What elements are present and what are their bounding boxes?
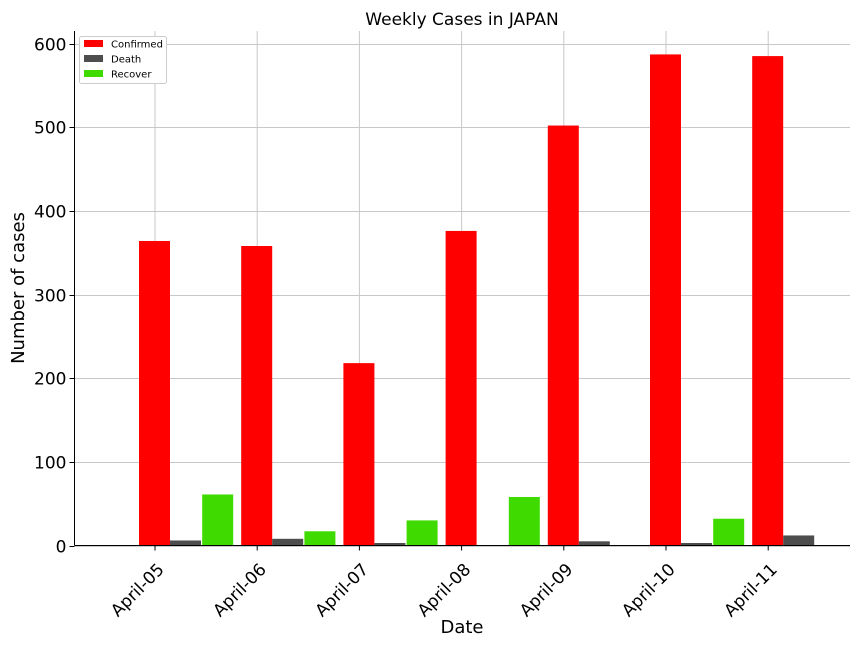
bar-confirmed	[650, 54, 681, 546]
bar-recover	[406, 520, 438, 546]
bar-recover	[508, 496, 540, 546]
x-tick-label: April-06	[209, 560, 270, 621]
bars	[139, 54, 815, 546]
y-tick-label: 200	[34, 370, 66, 390]
x-tick-label: April-05	[107, 560, 168, 621]
bar-confirmed	[343, 363, 375, 546]
x-ticks: April-05 April-06 April-07 April-08 April-09…	[107, 545, 782, 621]
y-tick-label: 400	[34, 203, 66, 223]
bar-death	[170, 540, 201, 546]
legend: Confirmed Death Recover	[79, 36, 167, 84]
legend-swatch-death	[84, 55, 103, 62]
bar-death	[374, 542, 406, 546]
x-axis-label: Date	[440, 617, 483, 638]
bar-confirmed	[139, 240, 170, 546]
x-tick-label: April-10	[618, 560, 679, 621]
chart-title: Weekly Cases in JAPAN	[365, 10, 558, 30]
bar-death	[681, 542, 712, 546]
bar-recover	[304, 531, 336, 546]
y-tick-label: 500	[34, 119, 66, 139]
bar-recover	[713, 518, 745, 546]
bar-confirmed	[547, 125, 579, 546]
y-tick-label: 300	[34, 287, 66, 307]
axes	[74, 31, 850, 546]
y-axis-label: Number of cases	[8, 212, 29, 364]
legend-label-recover: Recover	[111, 70, 152, 81]
bar-recover	[202, 494, 234, 546]
y-tick-label: 0	[56, 538, 67, 558]
x-tick-label: April-08	[414, 560, 475, 621]
bar-confirmed	[752, 56, 784, 546]
y-tick-label: 100	[34, 454, 66, 474]
y-tick-label: 600	[34, 36, 66, 56]
bar-death	[783, 535, 815, 546]
legend-label-death: Death	[111, 55, 141, 66]
x-tick-label: April-09	[516, 560, 577, 621]
x-tick-label: April-11	[720, 560, 781, 621]
legend-swatch-recover	[84, 70, 103, 77]
legend-label-confirmed: Confirmed	[111, 40, 163, 51]
bar-confirmed	[445, 230, 477, 546]
bar-death	[578, 541, 610, 546]
y-ticks: 0 100 200 300 400 500 600	[34, 36, 75, 558]
bar-death	[272, 538, 304, 546]
x-tick-label: April-07	[312, 560, 373, 621]
legend-swatch-confirmed	[84, 40, 103, 47]
bar-confirmed	[241, 246, 273, 546]
